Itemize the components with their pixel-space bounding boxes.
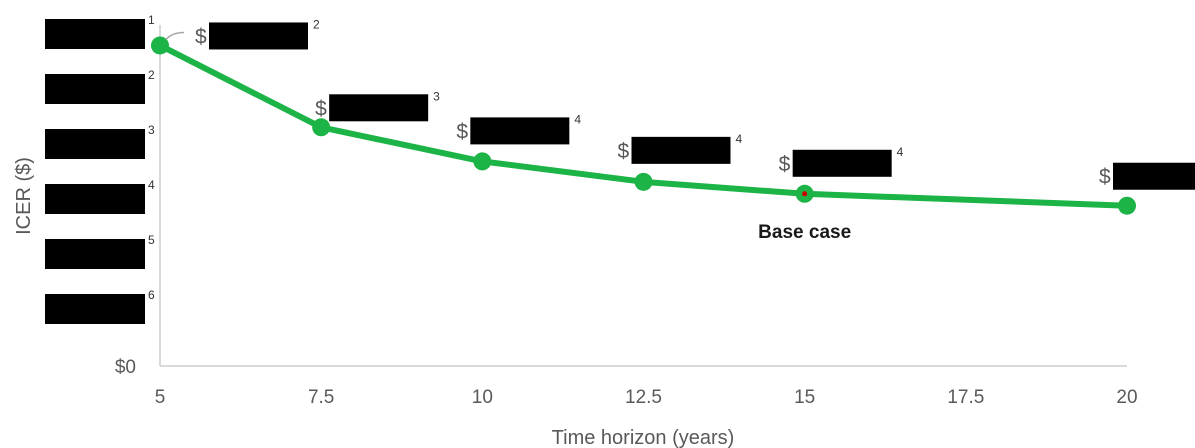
x-tick-label: 15 (794, 387, 815, 408)
data-label-prefix: $ (456, 120, 468, 143)
y-tick-superscript: 6 (148, 288, 155, 302)
base-case-label: Base case (758, 222, 851, 243)
y-tick-labels: 1 2 3 4 5 6 $0 (45, 13, 155, 378)
y-tick-superscript: 4 (148, 178, 155, 192)
data-label-prefix: $ (315, 97, 327, 120)
y-tick-superscript: 5 (148, 233, 155, 247)
data-label-prefix: $ (195, 25, 207, 48)
x-tick-label: 10 (472, 387, 493, 408)
x-tick-labels: 5 7.5 10 12.5 15 17.5 20 (155, 387, 1138, 408)
data-labels: $2 $3 $4 $4 $4 $ (165, 17, 1195, 190)
data-label-redacted (209, 22, 308, 50)
y-axis-title: ICER ($) (13, 157, 35, 235)
y-tick-label-redacted (45, 184, 145, 214)
data-label-superscript: 3 (433, 89, 440, 103)
series-line (157, 42, 1130, 209)
data-label-redacted (329, 94, 429, 122)
axes (159, 25, 1127, 367)
x-tick-label: 20 (1116, 387, 1137, 408)
data-point (473, 152, 492, 171)
y-tick-label-redacted (45, 239, 145, 269)
leader-line (165, 31, 185, 40)
x-tick-label: 12.5 (625, 387, 662, 408)
annotations: Base case (758, 222, 851, 243)
data-point (1118, 196, 1136, 215)
y-tick-superscript: 1 (148, 13, 155, 27)
x-tick-label: 5 (155, 387, 166, 408)
y-tick-label-redacted (45, 294, 145, 324)
data-label-redacted (792, 149, 892, 177)
y-tick-label-redacted (45, 74, 145, 104)
data-label-prefix: $ (779, 153, 791, 176)
y-tick-superscript: 2 (148, 68, 155, 82)
y-tick-label-redacted (45, 129, 145, 159)
y-tick-superscript: 3 (148, 123, 155, 137)
data-point (151, 36, 169, 55)
data-label-prefix: $ (618, 140, 630, 163)
series-icer (151, 36, 1136, 215)
data-label-redacted (470, 117, 570, 145)
data-label-redacted (631, 136, 731, 164)
data-label-superscript: 4 (897, 145, 904, 159)
data-label-superscript: 4 (736, 132, 743, 146)
x-tick-label: 17.5 (947, 387, 984, 408)
data-label-superscript: 2 (313, 17, 320, 31)
y-tick-label-redacted (45, 19, 145, 49)
data-label-superscript: 4 (574, 112, 581, 126)
y-tick-label: $0 (115, 357, 136, 378)
x-tick-label: 7.5 (308, 387, 334, 408)
base-case-marker (802, 191, 808, 197)
x-axis-title: Time horizon (years) (552, 427, 735, 448)
data-point (634, 172, 653, 191)
data-label-prefix: $ (1099, 166, 1111, 189)
data-point (312, 118, 331, 137)
data-label-redacted (1113, 162, 1195, 190)
